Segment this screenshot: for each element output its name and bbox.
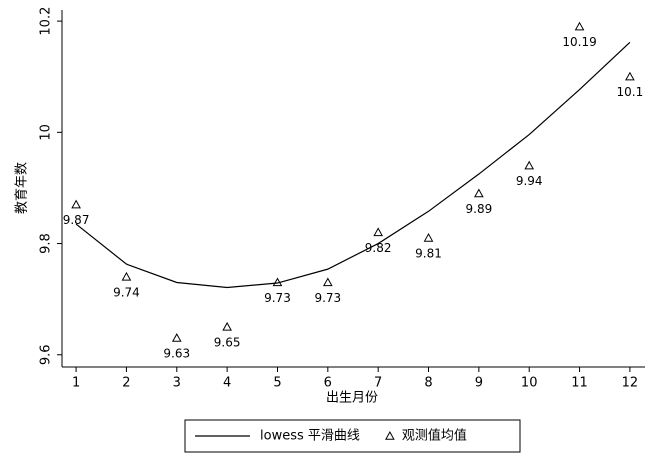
marker [474,188,484,198]
x-tick-label: 11 [571,376,588,391]
x-tick-label: 8 [424,376,432,391]
data-label: 9.81 [415,246,442,260]
x-tick-label: 5 [273,376,281,391]
legend-label: 观测值均值 [402,428,467,444]
marker [423,232,434,242]
data-label: 10.19 [562,35,596,49]
marker [272,277,283,287]
data-label: 9.74 [113,285,140,299]
data-label: 9.73 [264,291,291,305]
data-label: 9.87 [63,213,90,227]
x-tick-label: 9 [475,376,483,391]
x-tick-label: 12 [622,376,639,391]
data-label: 9.73 [314,291,341,305]
x-axis-title: 出生月份 [326,391,378,406]
y-tick-label: 10 [39,124,54,141]
y-tick-label: 9.6 [39,344,54,365]
x-tick-label: 7 [374,376,382,391]
marker [71,199,81,209]
legend-label: lowess 平滑曲线 [260,429,360,444]
y-tick-label: 10.2 [39,7,54,36]
legend-marker [385,430,395,440]
x-tick-label: 1 [72,376,80,391]
x-tick-label: 4 [223,376,231,391]
legend-box [184,419,521,453]
marker [524,160,535,170]
marker [322,277,333,287]
data-label: 9.89 [466,202,493,216]
y-tick-label: 9.8 [39,233,54,254]
x-tick-label: 3 [173,376,181,391]
x-tick-label: 2 [122,376,130,391]
data-label: 9.63 [163,347,190,361]
y-axis-title: 教育年数 [14,162,30,214]
data-label: 10.1 [617,85,644,99]
data-label: 9.94 [516,174,543,188]
lowess-line [75,41,631,289]
marker [373,227,384,237]
marker [625,71,635,81]
x-tick-label: 10 [521,376,538,391]
marker [222,321,232,331]
marker [121,271,132,281]
x-tick-label: 6 [324,376,332,391]
data-label: 9.82 [365,241,392,255]
marker [171,333,182,342]
marker [574,21,585,31]
data-label: 9.65 [214,335,241,349]
